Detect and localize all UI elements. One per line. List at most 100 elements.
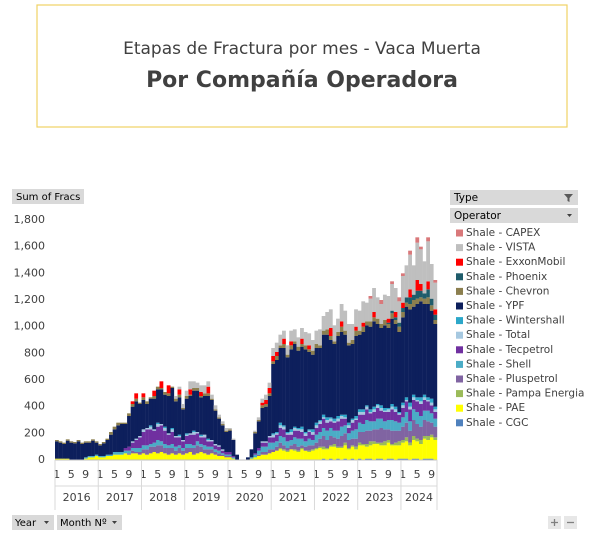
bar-segment (372, 409, 376, 412)
bar-segment (318, 421, 322, 424)
bar-segment (400, 417, 405, 427)
bar-segment (303, 332, 308, 346)
bar-segment (411, 294, 416, 300)
bar-segment (206, 440, 211, 442)
bar-segment (296, 438, 301, 447)
bar-segment (321, 334, 326, 415)
bar-segment (166, 385, 171, 394)
bar-segment (307, 333, 312, 346)
bar-segment (109, 454, 113, 456)
bar-segment (411, 400, 416, 410)
bar-segment (404, 458, 409, 460)
legend-label: Shale - CAPEX (466, 227, 540, 239)
bar-segment (350, 422, 355, 431)
bar-segment (328, 417, 333, 419)
row-field-button[interactable] (12, 515, 54, 530)
bar-segment (429, 422, 434, 435)
bar-segment (303, 436, 308, 442)
bar-segment (246, 457, 250, 460)
bar-segment (177, 434, 182, 436)
bar-segment (94, 442, 99, 455)
bar-segment (274, 432, 279, 434)
bar-segment (206, 438, 211, 440)
bar-segment (80, 442, 85, 444)
bar-segment (137, 452, 142, 455)
x-tick-label: 5 (370, 468, 377, 481)
value-field-button[interactable] (12, 189, 84, 204)
bar-segment (209, 453, 214, 460)
bar-segment (386, 318, 391, 323)
bar-segment (328, 336, 333, 340)
bar-segment (224, 456, 229, 458)
legend-field-button[interactable] (450, 208, 578, 223)
y-tick-label: 1,200 (14, 293, 46, 306)
bar-segment (404, 422, 409, 438)
bar-segment (282, 445, 286, 450)
bar-segment (145, 428, 149, 430)
bar-segment (191, 445, 196, 448)
bar-segment (336, 421, 340, 431)
bar-segment (328, 458, 333, 460)
bar-segment (195, 388, 200, 391)
bar-segment (382, 441, 387, 446)
bar-segment (166, 396, 171, 434)
bar-segment (379, 300, 384, 304)
bar-segment (206, 449, 211, 455)
bar-segment (354, 420, 358, 430)
bar-segment (364, 420, 369, 431)
bar-segment (264, 452, 268, 455)
bar-segment (264, 446, 268, 452)
bar-segment (300, 338, 304, 344)
bar-segment (188, 396, 193, 434)
bar-segment (411, 436, 416, 440)
filter-button[interactable] (450, 190, 578, 205)
legend-swatch (456, 404, 463, 412)
bar-segment (357, 409, 362, 412)
bar-segment (209, 394, 214, 399)
bar-segment (188, 394, 193, 396)
bar-segment (328, 309, 333, 328)
bar-segment (415, 441, 420, 459)
bar-segment (400, 458, 405, 460)
bar-segment (325, 440, 330, 448)
bar-segment (321, 414, 326, 418)
bar-segment (94, 454, 99, 456)
bar-segment (289, 434, 294, 440)
bar-segment (73, 443, 77, 460)
bar-segment (195, 382, 200, 388)
bar-segment (191, 454, 196, 460)
bar-segment (141, 453, 146, 460)
bar-segment (426, 289, 430, 298)
bar-segment (199, 446, 203, 452)
bar-segment (328, 428, 333, 436)
x-tick-label: 5 (154, 468, 161, 481)
bar-segment (112, 452, 117, 455)
bar-segment (415, 412, 420, 424)
bar-segment (310, 354, 315, 430)
bar-segment (350, 418, 355, 420)
bar-segment (177, 397, 182, 435)
bar-segment (411, 306, 416, 395)
bar-segment (177, 437, 182, 446)
bar-segment (134, 398, 139, 402)
bar-segment (386, 409, 391, 412)
bar-segment (209, 400, 214, 440)
row-field-button[interactable] (57, 515, 122, 530)
bar-segment (422, 438, 427, 459)
bar-segment (202, 385, 207, 394)
bar-segment (206, 454, 211, 460)
bar-segment (274, 342, 279, 352)
legend-label: Shale - Total (466, 329, 530, 341)
bar-segment (415, 401, 420, 412)
bar-segment (289, 345, 294, 350)
bar-segment (184, 398, 189, 434)
bar-segment (361, 444, 366, 446)
bar-segment (397, 445, 402, 459)
bar-segment (249, 449, 254, 458)
bar-segment (386, 408, 391, 410)
bar-segment (379, 304, 384, 324)
bar-segment (199, 437, 203, 444)
bar-segment (393, 320, 398, 324)
bar-segment (418, 397, 423, 402)
bar-segment (364, 458, 369, 460)
